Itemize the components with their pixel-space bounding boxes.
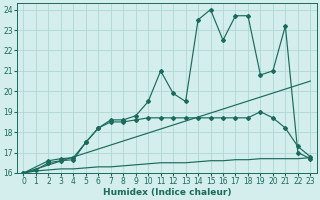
X-axis label: Humidex (Indice chaleur): Humidex (Indice chaleur): [103, 188, 231, 197]
